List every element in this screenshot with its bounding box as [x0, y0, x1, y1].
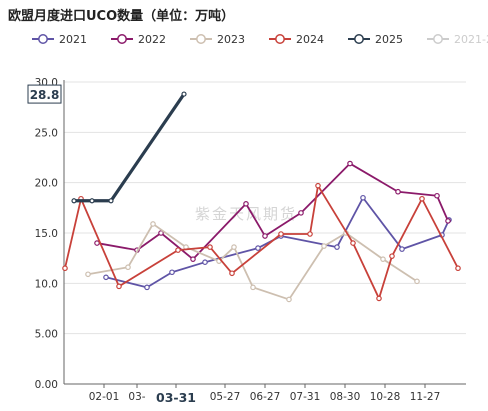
legend-label: 2024: [296, 33, 324, 46]
y-tick-label: 10.0: [35, 278, 58, 290]
legend-label: 2023: [217, 33, 245, 46]
data-point[interactable]: [321, 243, 327, 249]
x-tick-label: 05-27: [210, 391, 241, 403]
data-point[interactable]: [455, 265, 461, 272]
data-point[interactable]: [414, 278, 420, 285]
data-point[interactable]: [108, 198, 114, 204]
y-tick-label: 15.0: [35, 228, 58, 240]
x-tick-label: 02-01: [89, 391, 120, 403]
legend-swatch-marker: [196, 34, 206, 44]
data-point[interactable]: [298, 210, 304, 216]
data-point[interactable]: [158, 230, 164, 236]
data-point[interactable]: [315, 182, 321, 189]
y-tick-label: 0.00: [35, 379, 58, 391]
data-point[interactable]: [144, 284, 150, 291]
data-point[interactable]: [445, 218, 451, 224]
data-point[interactable]: [116, 283, 122, 290]
data-point[interactable]: [202, 259, 208, 265]
data-point[interactable]: [125, 264, 131, 271]
data-point[interactable]: [150, 221, 156, 227]
legend-swatch-marker: [275, 34, 285, 44]
legend-label: 2021: [59, 33, 87, 46]
x-tick-label: 11-27: [410, 391, 441, 403]
data-point[interactable]: [89, 198, 95, 204]
data-point[interactable]: [255, 245, 261, 251]
data-point[interactable]: [307, 231, 313, 237]
data-point[interactable]: [434, 192, 440, 199]
data-point[interactable]: [94, 240, 100, 246]
axis-pointer-y-box: [27, 84, 62, 104]
data-point[interactable]: [229, 270, 235, 277]
x-tick-label: 08-30: [330, 391, 361, 403]
x-tick-label: 03-: [128, 391, 145, 403]
data-point[interactable]: [380, 256, 386, 262]
data-point[interactable]: [103, 274, 109, 281]
chart-title: 欧盟月度进口UCO数量（单位：万吨）: [8, 9, 235, 24]
legend-swatch-marker: [433, 34, 443, 44]
y-tick-label: 5.00: [35, 329, 58, 341]
legend-item-2022[interactable]: 2022: [111, 33, 166, 46]
series-line-2025[interactable]: [74, 93, 186, 203]
legend-item-2023[interactable]: 2023: [190, 33, 245, 46]
series-line-2023[interactable]: [87, 223, 418, 301]
data-point[interactable]: [360, 194, 366, 201]
x-tick-label: 10-28: [370, 391, 401, 403]
data-point[interactable]: [231, 244, 237, 250]
data-point[interactable]: [399, 246, 405, 252]
legend-swatch-marker: [117, 34, 127, 44]
x-tick-label: 07-31: [290, 391, 321, 403]
legend-label: 2025: [375, 33, 403, 46]
y-tick-label: 20.0: [35, 178, 58, 190]
data-point[interactable]: [347, 160, 353, 167]
legend-item-2021[interactable]: 2021: [32, 33, 87, 46]
data-point[interactable]: [334, 244, 340, 250]
x-tick-label: 06-27: [250, 391, 281, 403]
legend-swatch-marker: [354, 34, 364, 44]
data-point[interactable]: [190, 256, 196, 262]
data-point[interactable]: [62, 265, 68, 272]
data-point[interactable]: [419, 195, 425, 202]
watermark-text: 紫金天风期货: [195, 205, 297, 223]
series-line-2024[interactable]: [64, 184, 459, 300]
y-tick-label: 25.0: [35, 127, 58, 139]
axis-pointer-y-label: 28.8: [30, 88, 60, 102]
legend-swatch-marker: [38, 34, 48, 44]
legend-item-2024[interactable]: 2024: [269, 33, 324, 46]
data-point[interactable]: [250, 284, 256, 291]
legend-item-2021-2024均值[interactable]: 2021-2024均值: [427, 33, 488, 46]
data-point[interactable]: [71, 198, 77, 204]
data-point[interactable]: [389, 253, 395, 259]
data-point[interactable]: [85, 271, 91, 278]
data-point[interactable]: [207, 244, 213, 250]
data-point[interactable]: [181, 91, 187, 97]
data-point[interactable]: [175, 247, 181, 253]
axis-pointer-x-label: 03-31: [156, 390, 196, 405]
legend-item-2025[interactable]: 2025: [348, 33, 403, 46]
legend-label: 2022: [138, 33, 166, 46]
data-point[interactable]: [262, 233, 268, 239]
data-point[interactable]: [169, 269, 175, 276]
data-point[interactable]: [376, 295, 382, 302]
data-point[interactable]: [350, 240, 356, 246]
data-point[interactable]: [278, 231, 284, 237]
legend-label: 2021-2024均值: [454, 33, 488, 46]
data-point[interactable]: [243, 201, 249, 207]
data-point[interactable]: [395, 188, 401, 195]
data-point[interactable]: [286, 296, 292, 303]
